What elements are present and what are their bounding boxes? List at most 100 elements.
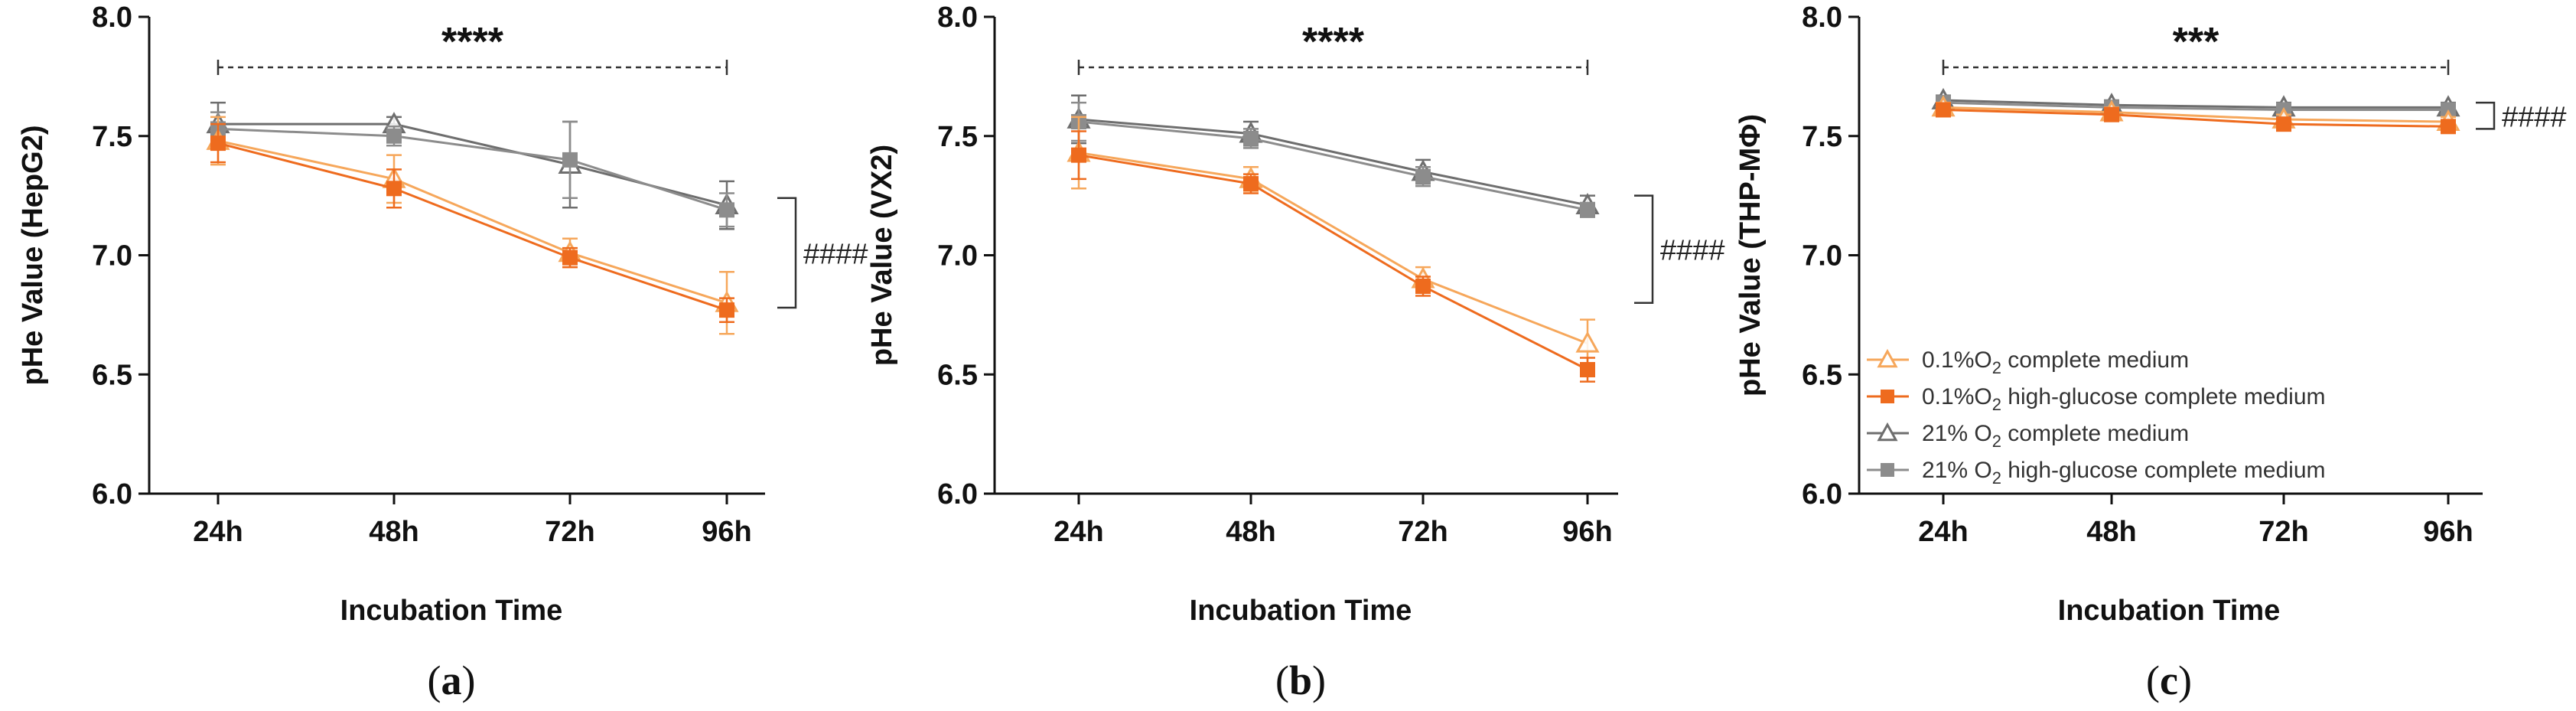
chart-panel-a: 6.0 6.5 7.0 7.5 8.0 24h 48h 72h 96h Incubation Ti… — [17, 2, 868, 703]
x-tick-label: 24h — [1918, 516, 1968, 548]
series-line — [218, 122, 728, 207]
data-point — [2276, 116, 2291, 132]
series-3 — [210, 111, 734, 228]
legend-text-tail: high-glucose complete medium — [2001, 384, 2326, 409]
series-line — [1078, 118, 1588, 207]
legend-text-tail: complete medium — [2001, 421, 2189, 446]
data-point — [1580, 362, 1595, 378]
data-point — [1415, 278, 1431, 294]
panel-label: (b) — [1275, 657, 1326, 703]
data-point — [719, 202, 734, 218]
legend-text-tail: high-glucose complete medium — [2001, 458, 2326, 483]
bracket-hash: #### — [1660, 235, 1725, 267]
legend-marker — [1877, 348, 1898, 368]
legend-item: 0.1%O2 complete medium — [1867, 347, 2189, 377]
panel-label-close: ) — [462, 657, 476, 703]
x-tick-label: 48h — [369, 516, 418, 548]
series-1 — [1071, 130, 1595, 383]
chart-panel-c: 6.0 6.5 7.0 7.5 8.0 24h 48h 72h 96h Incubation Ti… — [1734, 2, 2567, 703]
series-1 — [1936, 102, 2456, 135]
legend-text-tail: complete medium — [2001, 347, 2189, 373]
series-line — [1943, 101, 2448, 111]
y-axis-title: pHe Value (VX2) — [866, 145, 898, 366]
x-axis-title: Incubation Time — [340, 595, 563, 627]
significance-stars: **** — [1302, 20, 1365, 64]
legend-item: 21% O2 complete medium — [1867, 421, 2189, 451]
data-point — [562, 152, 578, 168]
bracket-hash: #### — [803, 238, 868, 270]
y-tick-label: 7.0 — [92, 240, 132, 272]
y-axis-title: pHe Value (THP-MΦ) — [1734, 114, 1767, 396]
y-tick-label: 6.5 — [937, 359, 978, 391]
data-point — [386, 181, 402, 197]
legend-text-sub: 2 — [1992, 468, 2001, 488]
panel-label-open: ( — [1275, 657, 1289, 703]
data-point — [2441, 119, 2456, 135]
legend-marker — [1881, 390, 1894, 403]
legend-label: 21% O2 high-glucose complete medium — [1922, 458, 2326, 488]
series-line — [1943, 108, 2449, 128]
y-tick-label: 6.0 — [1802, 478, 1842, 510]
y-tick-label: 8.0 — [937, 2, 978, 34]
legend-marker — [1877, 422, 1898, 442]
series-line — [1078, 152, 1588, 345]
x-tick-label: 96h — [702, 516, 751, 548]
legend-label: 0.1%O2 complete medium — [1922, 347, 2189, 377]
series-line — [1943, 99, 2448, 109]
significance-stars: **** — [441, 20, 504, 64]
significance-stars: *** — [2173, 20, 2219, 64]
series-line — [1078, 120, 1588, 211]
panel-label-letter: a — [441, 657, 462, 703]
x-tick-label: 72h — [545, 516, 594, 548]
legend-marker — [1881, 463, 1894, 477]
panel-label: (c) — [2146, 657, 2192, 703]
chart-panel-b: 6.0 6.5 7.0 7.5 8.0 24h 48h 72h 96h Incubation Ti… — [866, 2, 1725, 703]
series-line — [217, 139, 728, 305]
y-tick-label: 8.0 — [1802, 2, 1842, 34]
legend-text-main: 0.1%O — [1922, 384, 1992, 409]
panel-label-open: ( — [2146, 657, 2160, 703]
y-axis-title: pHe Value (HepG2) — [17, 126, 49, 386]
x-tick-label: 72h — [2258, 516, 2308, 548]
data-point — [719, 302, 734, 318]
x-tick-label: 24h — [193, 516, 243, 548]
legend-text-main: 21% O — [1922, 421, 1992, 446]
legend-label: 0.1%O2 high-glucose complete medium — [1922, 384, 2326, 414]
legend-text-sub: 2 — [1992, 395, 2001, 414]
data-point — [1071, 147, 1086, 163]
x-tick-label: 96h — [1562, 516, 1612, 548]
data-point — [1936, 102, 1951, 118]
x-tick-label: 24h — [1054, 516, 1103, 548]
panel-label-close: ) — [2178, 657, 2192, 703]
y-tick-label: 7.5 — [937, 121, 978, 153]
data-point — [2104, 106, 2119, 122]
x-tick-label: 48h — [2086, 516, 2136, 548]
series-line — [1943, 106, 2449, 123]
y-tick-label: 6.0 — [92, 478, 132, 510]
y-tick-label: 7.5 — [92, 121, 132, 153]
data-point — [1243, 176, 1259, 192]
series-0 — [206, 116, 739, 335]
data-point — [1243, 130, 1259, 146]
series-0 — [1067, 116, 1600, 369]
significance-bracket — [777, 197, 797, 309]
y-tick-label: 6.5 — [1802, 359, 1842, 391]
x-tick-label: 72h — [1398, 516, 1448, 548]
legend-label: 21% O2 complete medium — [1922, 421, 2189, 451]
data-point — [1580, 202, 1595, 218]
data-point — [386, 128, 402, 144]
y-tick-label: 7.5 — [1802, 121, 1842, 153]
y-tick-label: 7.0 — [937, 240, 978, 272]
significance-bracket — [2476, 101, 2496, 130]
series-line — [217, 142, 728, 311]
series-3 — [1071, 101, 1595, 218]
significance-bracket — [1634, 194, 1654, 305]
legend-item: 21% O2 high-glucose complete medium — [1867, 458, 2326, 488]
y-tick-label: 6.0 — [937, 478, 978, 510]
x-axis-title: Incubation Time — [1190, 595, 1412, 627]
x-tick-label: 48h — [1226, 516, 1275, 548]
legend-text-sub: 2 — [1992, 358, 2001, 377]
legend-item: 0.1%O2 high-glucose complete medium — [1867, 384, 2326, 414]
